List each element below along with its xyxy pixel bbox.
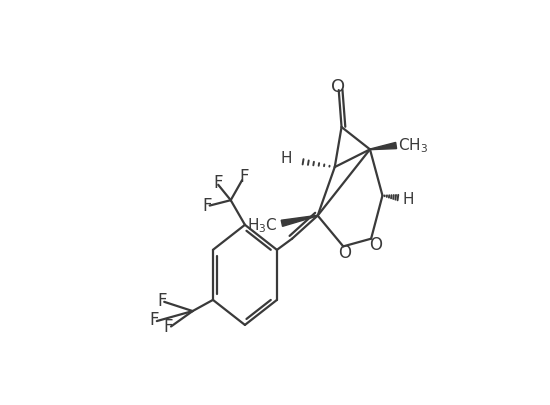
Text: F: F xyxy=(149,310,159,328)
Polygon shape xyxy=(370,143,397,150)
Text: H$_3$C: H$_3$C xyxy=(247,216,278,234)
Text: H: H xyxy=(280,151,292,166)
Text: F: F xyxy=(163,318,173,336)
Text: F: F xyxy=(158,292,167,309)
Text: O: O xyxy=(369,235,382,254)
Text: F: F xyxy=(213,173,222,191)
Text: CH$_3$: CH$_3$ xyxy=(398,136,428,155)
Polygon shape xyxy=(281,216,318,227)
Text: H: H xyxy=(403,192,414,207)
Text: F: F xyxy=(239,168,249,186)
Text: O: O xyxy=(331,78,345,96)
Text: O: O xyxy=(338,243,351,261)
Text: F: F xyxy=(202,196,212,214)
